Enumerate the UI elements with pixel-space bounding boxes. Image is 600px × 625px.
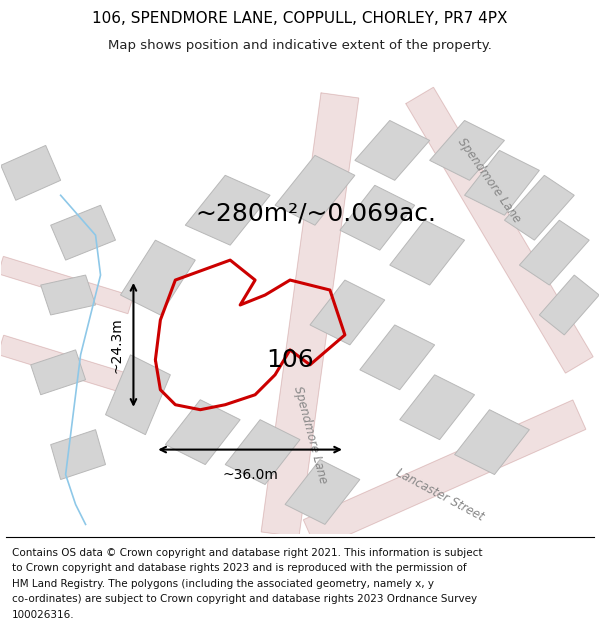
Text: ~36.0m: ~36.0m (222, 468, 278, 481)
Polygon shape (166, 400, 240, 464)
Polygon shape (464, 151, 539, 215)
Polygon shape (50, 205, 115, 260)
Polygon shape (400, 375, 475, 439)
Polygon shape (275, 156, 355, 225)
Polygon shape (121, 240, 195, 315)
Text: Lancaster Street: Lancaster Street (394, 466, 486, 523)
Text: Spendmore Lane: Spendmore Lane (455, 136, 524, 225)
Polygon shape (0, 256, 133, 314)
Polygon shape (304, 400, 586, 549)
Polygon shape (355, 121, 430, 181)
Text: HM Land Registry. The polygons (including the associated geometry, namely x, y: HM Land Registry. The polygons (includin… (12, 579, 434, 589)
Polygon shape (406, 88, 593, 373)
Polygon shape (455, 410, 529, 474)
Text: Spendmore Lane: Spendmore Lane (291, 384, 329, 485)
Polygon shape (31, 350, 86, 395)
Text: ~280m²/~0.069ac.: ~280m²/~0.069ac. (195, 201, 436, 225)
Polygon shape (390, 220, 464, 285)
Polygon shape (41, 275, 95, 315)
Polygon shape (520, 220, 589, 285)
Text: Map shows position and indicative extent of the property.: Map shows position and indicative extent… (108, 39, 492, 52)
Text: Contains OS data © Crown copyright and database right 2021. This information is : Contains OS data © Crown copyright and d… (12, 548, 482, 558)
Polygon shape (106, 355, 170, 434)
Polygon shape (261, 93, 359, 537)
Text: 106, SPENDMORE LANE, COPPULL, CHORLEY, PR7 4PX: 106, SPENDMORE LANE, COPPULL, CHORLEY, P… (92, 11, 508, 26)
Polygon shape (310, 280, 385, 345)
Polygon shape (285, 459, 360, 524)
Polygon shape (1, 146, 61, 200)
Text: 106: 106 (266, 348, 314, 372)
Text: 100026316.: 100026316. (12, 609, 74, 619)
Polygon shape (340, 185, 415, 250)
Polygon shape (505, 176, 574, 240)
Text: to Crown copyright and database rights 2023 and is reproduced with the permissio: to Crown copyright and database rights 2… (12, 563, 467, 573)
Polygon shape (539, 275, 599, 335)
Polygon shape (0, 336, 133, 394)
Polygon shape (360, 325, 434, 390)
Polygon shape (50, 429, 106, 479)
Polygon shape (185, 176, 270, 245)
Text: ~24.3m: ~24.3m (109, 317, 124, 372)
Polygon shape (430, 121, 505, 181)
Text: co-ordinates) are subject to Crown copyright and database rights 2023 Ordnance S: co-ordinates) are subject to Crown copyr… (12, 594, 477, 604)
Polygon shape (225, 419, 300, 484)
